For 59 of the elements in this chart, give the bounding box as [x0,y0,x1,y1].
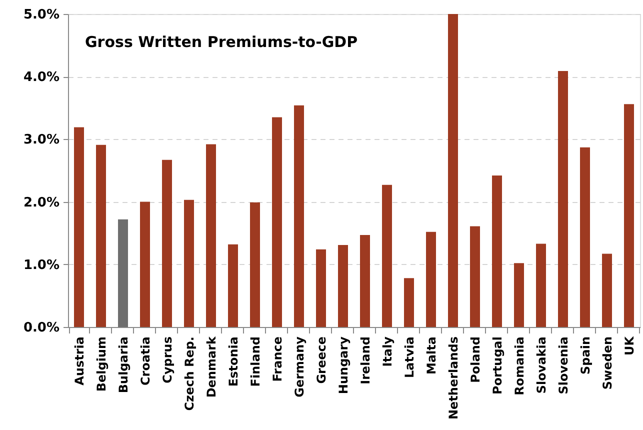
bar [118,219,128,327]
bar [470,226,480,327]
x-tick-label: Hungary [336,336,350,394]
x-tick-label: Malta [424,336,438,374]
x-tick-label: Austria [72,336,86,386]
bar [272,117,282,327]
bar [514,263,524,327]
bar [426,232,436,327]
x-tick-label: Latvia [402,336,416,378]
bar [382,184,392,327]
bar [140,202,150,327]
x-tick-label: Belgium [94,336,108,392]
x-tick-label: Cyprus [160,336,174,384]
x-tick-label: Estonia [226,336,240,387]
bar [228,244,238,327]
x-tick-label: Slovakia [534,336,548,394]
x-tick-label: Poland [468,336,482,383]
x-tick-label: Slovenia [556,336,570,394]
bar [404,278,414,327]
y-tick-label: 3.0% [23,132,60,148]
x-tick-label: Bulgaria [116,336,130,394]
bar [602,254,612,327]
bar [316,249,326,327]
bar [558,70,568,327]
y-tick-label: 1.0% [23,258,60,273]
x-tick-label: Portugal [490,336,504,395]
bar [162,160,172,327]
x-tick-label: Netherlands [446,336,460,420]
bar [580,147,590,327]
x-tick-label: Denmark [204,335,218,398]
bar [96,144,106,327]
x-tick-label: Ireland [358,336,372,384]
y-tick-label: 4.0% [23,70,60,86]
x-tick-label: Italy [380,336,394,367]
y-tick-label: 2.0% [23,195,60,210]
bar [74,127,84,327]
x-tick-label: Spain [578,336,592,374]
x-tick-label: Czech Rep. [182,336,196,411]
x-tick-label: Sweden [600,336,614,390]
y-tick-label: 5.0% [23,8,60,22]
bar [294,105,304,327]
x-tick-label: Croatia [138,336,152,386]
bar [206,144,216,327]
bar [536,244,546,327]
bar [250,202,260,327]
text: Gross Written Premiums-to-GDP [85,33,358,51]
x-tick-label: Greece [314,336,328,384]
x-tick-label: Germany [292,336,306,398]
x-tick-label: Finland [248,336,262,387]
y-tick-label: 0.0% [23,320,60,336]
bar [492,176,502,327]
x-tick-label: France [270,336,284,382]
bar [448,14,458,327]
bar [184,200,194,327]
x-tick-label: UK [622,336,636,356]
bar [360,234,370,327]
bar [624,104,634,327]
bar [338,244,348,327]
x-tick-label: Romania [512,336,526,396]
